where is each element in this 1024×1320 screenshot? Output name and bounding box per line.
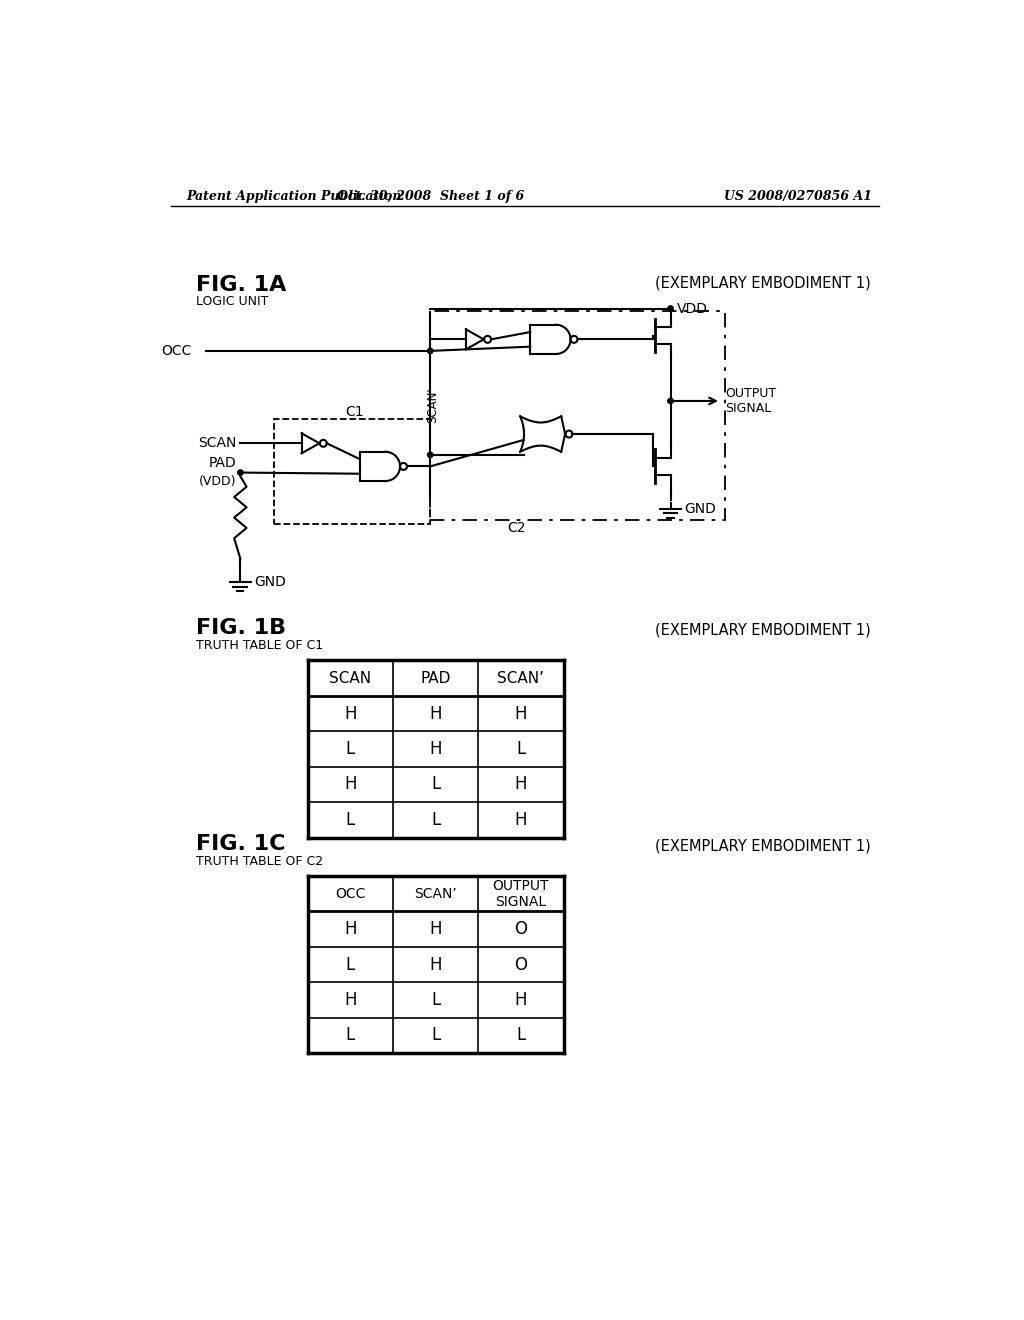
Text: L: L [346, 741, 355, 758]
Text: C1: C1 [345, 405, 364, 420]
Text: H: H [344, 775, 356, 793]
Text: H: H [429, 956, 442, 974]
Text: O: O [514, 920, 527, 939]
Text: SCAN: SCAN [330, 671, 372, 685]
Text: TRUTH TABLE OF C1: TRUTH TABLE OF C1 [197, 639, 324, 652]
Text: SIGNAL: SIGNAL [725, 403, 771, 416]
Text: GND: GND [684, 502, 717, 516]
Text: H: H [429, 705, 442, 722]
Text: PAD: PAD [209, 457, 237, 470]
Text: H: H [515, 705, 527, 722]
Text: H: H [344, 705, 356, 722]
Text: (EXEMPLARY EMBODIMENT 1): (EXEMPLARY EMBODIMENT 1) [655, 276, 870, 290]
Text: Oct. 30, 2008  Sheet 1 of 6: Oct. 30, 2008 Sheet 1 of 6 [337, 190, 524, 203]
Text: OCC: OCC [161, 345, 191, 358]
Text: H: H [515, 775, 527, 793]
Text: TRUTH TABLE OF C2: TRUTH TABLE OF C2 [197, 855, 324, 869]
Text: OUTPUT: OUTPUT [725, 387, 776, 400]
Circle shape [428, 453, 433, 458]
Text: (EXEMPLARY EMBODIMENT 1): (EXEMPLARY EMBODIMENT 1) [655, 623, 870, 638]
Text: L: L [516, 1027, 525, 1044]
Text: OUTPUT
SIGNAL: OUTPUT SIGNAL [493, 879, 549, 909]
Text: H: H [429, 920, 442, 939]
Text: O: O [514, 956, 527, 974]
Text: FIG. 1A: FIG. 1A [197, 276, 287, 296]
Text: FIG. 1C: FIG. 1C [197, 834, 286, 854]
Text: (VDD): (VDD) [199, 475, 237, 488]
Text: C2: C2 [508, 521, 526, 535]
Text: H: H [515, 991, 527, 1008]
Text: H: H [515, 810, 527, 829]
Text: L: L [431, 810, 440, 829]
Text: L: L [431, 775, 440, 793]
Text: H: H [344, 991, 356, 1008]
Text: GND: GND [254, 576, 286, 589]
Text: PAD: PAD [421, 671, 451, 685]
Text: L: L [346, 810, 355, 829]
Text: SCAN’: SCAN’ [498, 671, 545, 685]
Text: VDD: VDD [677, 301, 708, 315]
Circle shape [238, 470, 243, 475]
Text: L: L [346, 1027, 355, 1044]
Text: US 2008/0270856 A1: US 2008/0270856 A1 [724, 190, 872, 203]
Circle shape [428, 348, 433, 354]
Text: Patent Application Publication: Patent Application Publication [186, 190, 401, 203]
Text: SCAN’: SCAN’ [415, 887, 457, 900]
Text: (EXEMPLARY EMBODIMENT 1): (EXEMPLARY EMBODIMENT 1) [655, 838, 870, 854]
Text: L: L [516, 741, 525, 758]
Text: SCAN: SCAN [198, 437, 237, 450]
Text: LOGIC UNIT: LOGIC UNIT [197, 296, 268, 308]
Text: H: H [344, 920, 356, 939]
Circle shape [668, 306, 673, 312]
Text: SCAN': SCAN' [426, 387, 439, 422]
Text: L: L [431, 1027, 440, 1044]
Circle shape [668, 399, 673, 404]
Text: L: L [431, 991, 440, 1008]
Text: L: L [346, 956, 355, 974]
Text: FIG. 1B: FIG. 1B [197, 618, 287, 638]
Text: OCC: OCC [335, 887, 366, 900]
Text: H: H [429, 741, 442, 758]
